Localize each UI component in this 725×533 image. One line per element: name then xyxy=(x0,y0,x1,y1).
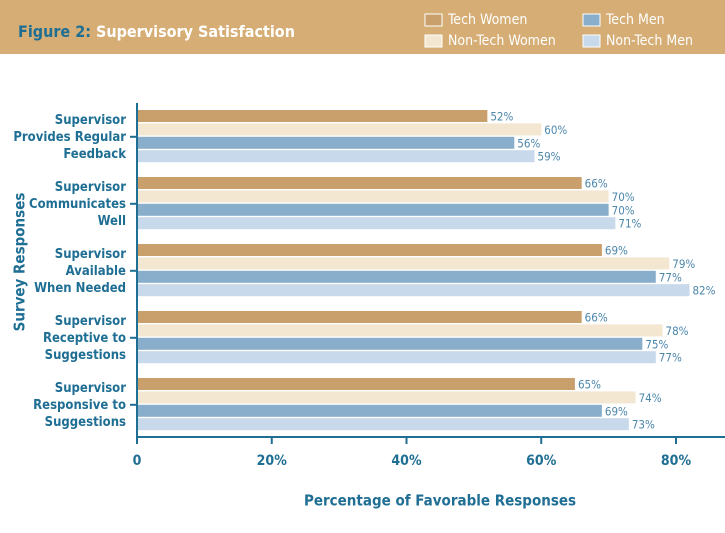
value-label: 70% xyxy=(612,190,635,204)
bar xyxy=(137,351,656,364)
bar xyxy=(137,270,656,283)
value-label: 52% xyxy=(490,110,513,124)
x-axis-label: Percentage of Favorable Responses xyxy=(304,492,576,510)
bar xyxy=(137,257,670,270)
bar xyxy=(137,177,582,189)
bar xyxy=(137,110,488,122)
value-label: 66% xyxy=(585,311,608,325)
category-label: Supervisor Available When Needed xyxy=(34,246,126,295)
value-label: 56% xyxy=(517,136,540,150)
bar xyxy=(137,391,636,404)
legend-swatch xyxy=(582,13,601,27)
x-tick-label: 40% xyxy=(391,453,422,469)
bar xyxy=(137,324,663,337)
bar xyxy=(137,244,602,256)
category-label: Supervisor Provides Regular Feedback xyxy=(13,112,126,161)
bar xyxy=(137,337,643,350)
bar xyxy=(137,378,575,390)
legend-swatch xyxy=(424,34,443,48)
x-tick-label: 80% xyxy=(661,453,692,469)
bar xyxy=(137,404,602,417)
legend-swatch xyxy=(582,34,601,48)
legend-label: Non-Tech Women xyxy=(448,33,556,49)
category-label: Supervisor Communicates Well xyxy=(29,179,126,228)
header-band xyxy=(0,0,725,54)
value-label: 59% xyxy=(538,150,561,164)
bar xyxy=(137,190,609,203)
value-label: 60% xyxy=(544,123,567,137)
value-label: 65% xyxy=(578,378,601,392)
value-label: 70% xyxy=(612,203,635,217)
value-label: 77% xyxy=(659,351,682,365)
legend-label: Tech Women xyxy=(447,12,527,28)
x-tick-label: 60% xyxy=(526,453,557,469)
value-label: 66% xyxy=(585,177,608,191)
chart-title: Figure 2: Supervisory Satisfaction xyxy=(18,22,295,41)
value-label: 74% xyxy=(639,391,662,405)
value-label: 77% xyxy=(659,270,682,284)
x-tick-label: 0 xyxy=(133,453,142,469)
value-label: 75% xyxy=(645,337,668,351)
bar xyxy=(137,311,582,323)
x-tick-label: 20% xyxy=(257,453,288,469)
category-label: Supervisor Receptive to Suggestions xyxy=(43,313,126,362)
value-label: 78% xyxy=(666,324,689,338)
category-label: Supervisor Responsive to Suggestions xyxy=(33,380,126,429)
value-label: 71% xyxy=(618,217,641,231)
y-axis-label: Survey Responses xyxy=(11,193,29,332)
bar xyxy=(137,284,690,297)
legend-swatch xyxy=(424,13,443,27)
bar xyxy=(137,418,629,431)
title-text: Supervisory Satisfaction xyxy=(96,22,295,41)
value-label: 69% xyxy=(605,244,628,258)
bar xyxy=(137,123,542,136)
title-prefix: Figure 2: xyxy=(18,22,91,41)
bar xyxy=(137,136,515,149)
bar xyxy=(137,150,535,163)
value-label: 79% xyxy=(672,257,695,271)
legend-label: Non-Tech Men xyxy=(606,33,693,49)
value-label: 73% xyxy=(632,418,655,432)
value-label: 69% xyxy=(605,404,628,418)
bar xyxy=(137,217,616,230)
value-label: 82% xyxy=(692,284,715,298)
legend-label: Tech Men xyxy=(605,12,665,28)
bar xyxy=(137,203,609,216)
